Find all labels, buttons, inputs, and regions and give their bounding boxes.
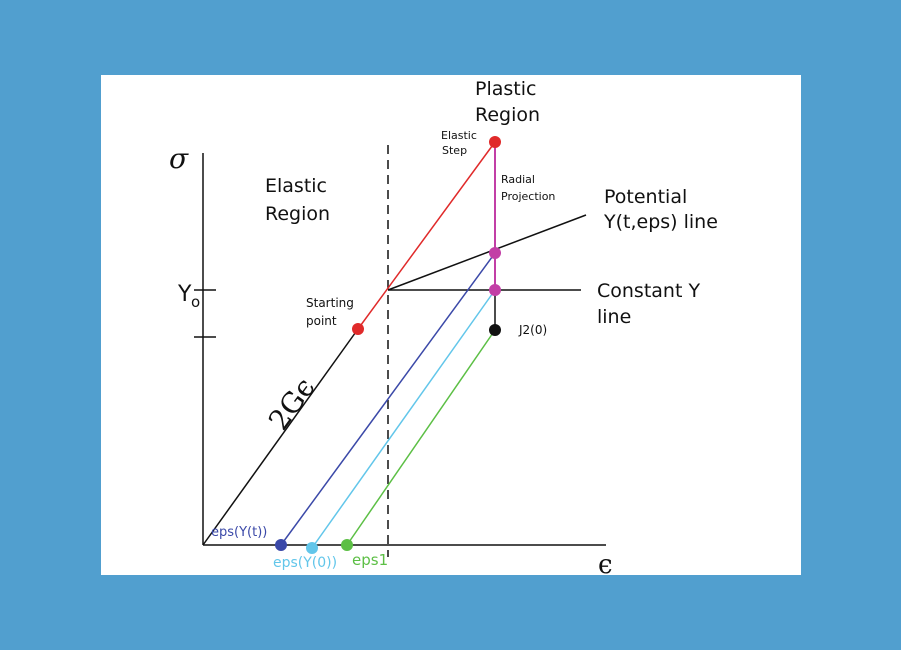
- potential-line-label2: Y(t,eps) line: [603, 211, 718, 233]
- starting-point: [352, 323, 364, 335]
- eps1-label: eps1: [352, 551, 388, 569]
- eps1-point: [341, 539, 353, 551]
- radial-projection-line1: Radial: [501, 173, 535, 186]
- stress-strain-diagram: σ ϵ Y o 2Gϵ Elastic Region Plastic Regio…: [101, 75, 801, 575]
- elastic-step-line1: Elastic: [441, 129, 477, 142]
- diagram-panel: σ ϵ Y o 2Gϵ Elastic Region Plastic Regio…: [101, 75, 801, 575]
- elastic-region-line2: Region: [265, 203, 330, 225]
- plastic-region-line1: Plastic: [475, 78, 536, 100]
- y0-subscript: o: [191, 293, 200, 311]
- elastic-line: [203, 329, 358, 545]
- potential-line-label1: Potential: [604, 186, 687, 208]
- eps-yt-point: [275, 539, 287, 551]
- eps-y0-point: [306, 542, 318, 554]
- starting-point-line1: Starting: [306, 296, 354, 310]
- elastic-region-line1: Elastic: [265, 175, 327, 197]
- slope-label: 2Gϵ: [262, 372, 322, 437]
- y0-label: Y: [177, 282, 192, 307]
- eps-yt-label: eps(Y(t)): [211, 525, 267, 540]
- potential-y-line: [388, 215, 586, 290]
- starting-point-line2: point: [306, 314, 337, 328]
- constant-line-label2: line: [597, 306, 631, 328]
- sigma-axis-label: σ: [169, 142, 189, 175]
- epsilon-axis-label: ϵ: [598, 550, 613, 575]
- elastic-step-point: [489, 136, 501, 148]
- constant-line-label1: Constant Y: [597, 280, 700, 302]
- green-unloading-line: [347, 330, 495, 545]
- j2-label: J2(0): [518, 323, 547, 337]
- constant-projection-point: [489, 284, 501, 296]
- elastic-step-line: [358, 142, 495, 329]
- j2-point: [489, 324, 501, 336]
- potential-projection-point: [489, 247, 501, 259]
- plastic-region-line2: Region: [475, 104, 540, 126]
- lightblue-unloading-line: [312, 290, 495, 548]
- radial-projection-line2: Projection: [501, 190, 555, 203]
- eps-y0-label: eps(Y(0)): [273, 555, 337, 571]
- elastic-step-line2: Step: [442, 144, 467, 157]
